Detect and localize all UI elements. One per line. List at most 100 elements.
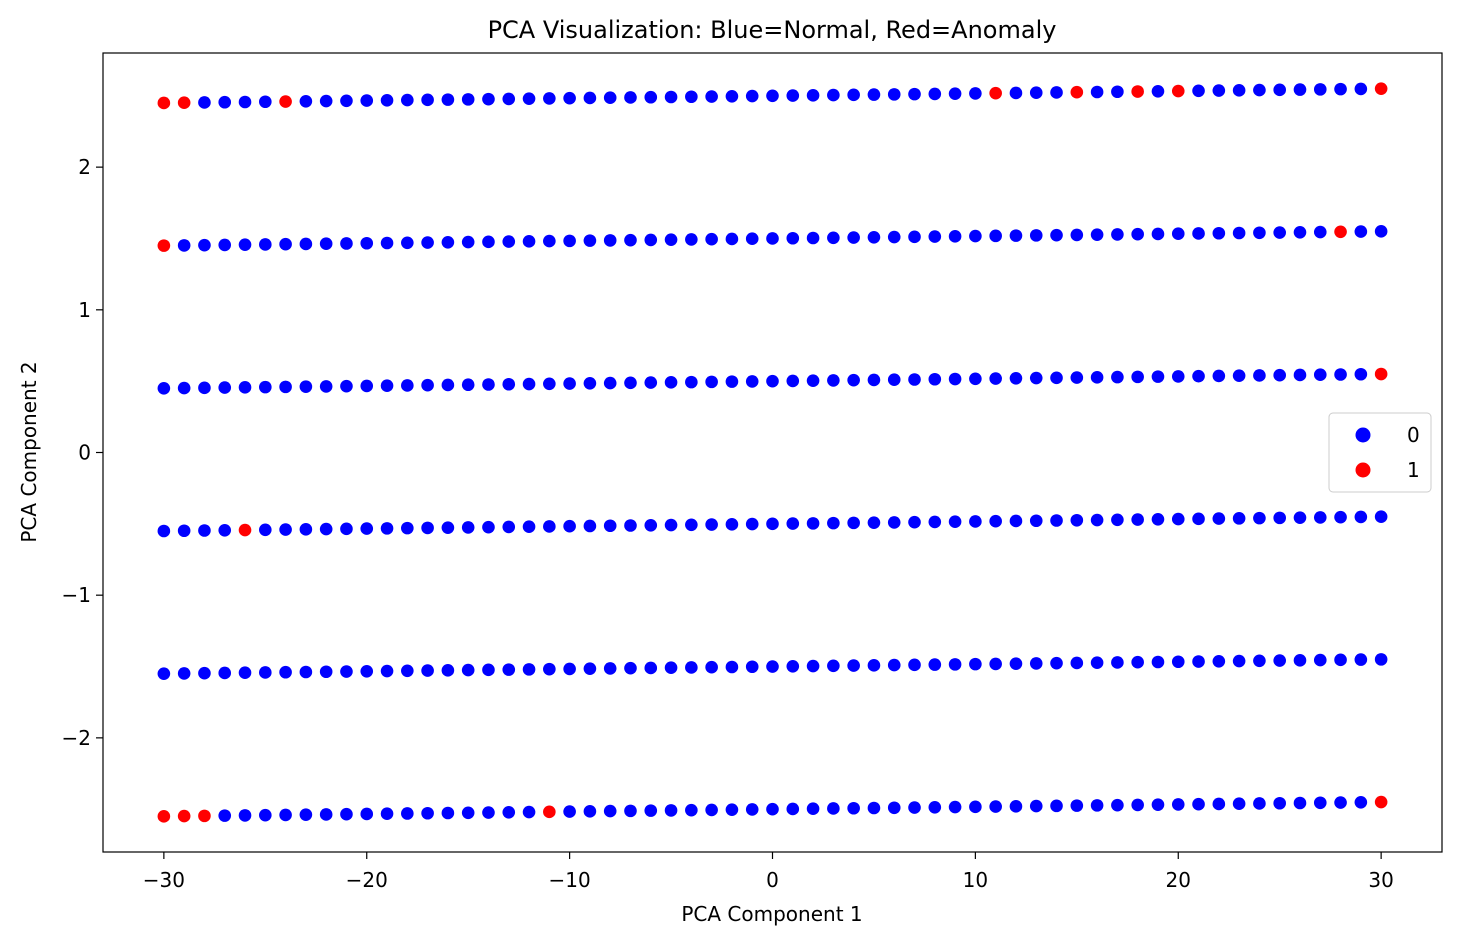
data-point-normal <box>664 376 678 389</box>
data-point-normal <box>1009 657 1023 670</box>
data-point-normal <box>603 662 617 675</box>
data-point-normal <box>259 666 272 679</box>
data-point-normal <box>624 233 637 247</box>
data-point-normal <box>1273 796 1286 810</box>
data-point-normal <box>1334 653 1347 667</box>
data-point-normal <box>441 521 455 534</box>
data-point-normal <box>1293 225 1307 239</box>
data-point-normal <box>340 522 353 536</box>
data-point-normal <box>502 520 516 534</box>
data-point-normal <box>380 807 394 821</box>
data-point-normal <box>948 87 962 100</box>
data-point-normal <box>705 90 718 103</box>
data-point-normal <box>401 664 414 678</box>
data-point-normal <box>1192 369 1205 383</box>
legend-box <box>1328 412 1432 493</box>
data-point-normal <box>887 88 901 101</box>
data-point-normal <box>157 667 171 680</box>
data-point-anomaly <box>279 95 292 108</box>
data-point-normal <box>786 231 800 245</box>
data-point-normal <box>1273 654 1286 667</box>
data-point-normal <box>745 89 759 103</box>
data-point-normal <box>806 374 820 387</box>
data-point-normal <box>1293 511 1307 524</box>
data-point-normal <box>664 90 678 104</box>
data-point-normal <box>603 91 617 105</box>
data-point-normal <box>1029 86 1043 100</box>
data-point-normal <box>867 373 881 387</box>
data-point-normal <box>867 801 881 815</box>
data-point-anomaly <box>177 809 191 823</box>
data-point-normal <box>685 518 698 532</box>
data-point-normal <box>157 524 171 538</box>
data-point-normal <box>421 93 434 107</box>
data-point-normal <box>360 236 374 250</box>
data-point-anomaly <box>198 809 211 823</box>
data-point-normal <box>1232 512 1246 525</box>
data-point-normal <box>319 94 333 108</box>
data-point-normal <box>1253 511 1266 525</box>
data-point-normal <box>928 372 942 386</box>
data-point-normal <box>664 518 678 532</box>
data-point-normal <box>908 658 921 672</box>
data-point-normal <box>1374 653 1388 666</box>
data-point-normal <box>360 379 374 393</box>
data-point-normal <box>1131 655 1144 669</box>
data-point-normal <box>1212 512 1226 525</box>
data-point-normal <box>198 96 211 109</box>
data-point-normal <box>827 516 840 530</box>
data-point-normal <box>340 665 353 678</box>
data-point-normal <box>441 93 455 106</box>
data-point-normal <box>867 659 881 672</box>
data-point-normal <box>887 801 901 815</box>
data-point-normal <box>786 517 800 530</box>
data-point-normal <box>1313 796 1327 810</box>
data-point-normal <box>279 380 292 394</box>
data-point-normal <box>401 521 414 535</box>
data-point-normal <box>887 516 901 529</box>
data-point-normal <box>1029 371 1043 385</box>
data-point-normal <box>482 806 495 819</box>
data-point-normal <box>766 660 779 673</box>
data-point-normal <box>340 807 353 821</box>
data-point-normal <box>583 662 597 675</box>
data-point-anomaly <box>157 810 171 823</box>
data-point-normal <box>603 519 617 533</box>
data-point-normal <box>1151 227 1165 241</box>
y-axis-ticks: −2 −1 0 1 2 <box>62 155 103 750</box>
data-point-normal <box>177 239 191 252</box>
data-point-normal <box>644 518 658 532</box>
data-point-normal <box>908 801 921 814</box>
data-point-normal <box>482 378 495 391</box>
y-axis-label: PCA Component 2 <box>17 361 41 542</box>
data-point-normal <box>461 93 475 106</box>
data-point-normal <box>685 233 698 246</box>
data-point-anomaly <box>1374 367 1388 381</box>
data-point-normal <box>603 376 617 390</box>
data-point-normal <box>989 657 1002 671</box>
data-point-normal <box>1090 85 1104 99</box>
data-point-normal <box>1212 369 1226 383</box>
data-point-normal <box>461 378 475 392</box>
data-point-normal <box>238 238 252 251</box>
data-point-normal <box>989 372 1002 385</box>
data-point-normal <box>745 803 759 816</box>
points-layer <box>157 82 1388 823</box>
data-point-normal <box>1232 654 1246 668</box>
data-point-normal <box>1232 84 1246 97</box>
data-point-normal <box>522 663 536 676</box>
data-point-normal <box>1354 82 1368 96</box>
data-point-normal <box>279 237 292 251</box>
x-axis-label: PCA Component 1 <box>681 902 862 926</box>
data-point-normal <box>1354 367 1368 381</box>
data-point-normal <box>441 235 455 249</box>
data-point-normal <box>1313 368 1327 382</box>
data-point-normal <box>421 521 434 535</box>
data-point-normal <box>928 658 942 671</box>
data-point-normal <box>664 804 678 817</box>
x-tick-label: 30 <box>1368 868 1393 892</box>
data-point-normal <box>745 517 759 531</box>
data-point-normal <box>1293 654 1307 667</box>
data-point-normal <box>502 92 516 106</box>
data-point-normal <box>705 518 718 531</box>
